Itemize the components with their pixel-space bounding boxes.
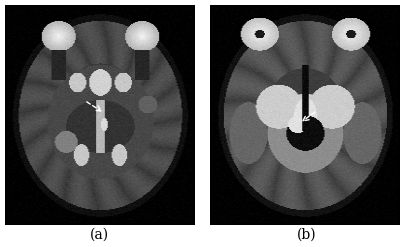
Text: (a): (a) <box>89 228 109 242</box>
Text: (b): (b) <box>297 228 316 242</box>
